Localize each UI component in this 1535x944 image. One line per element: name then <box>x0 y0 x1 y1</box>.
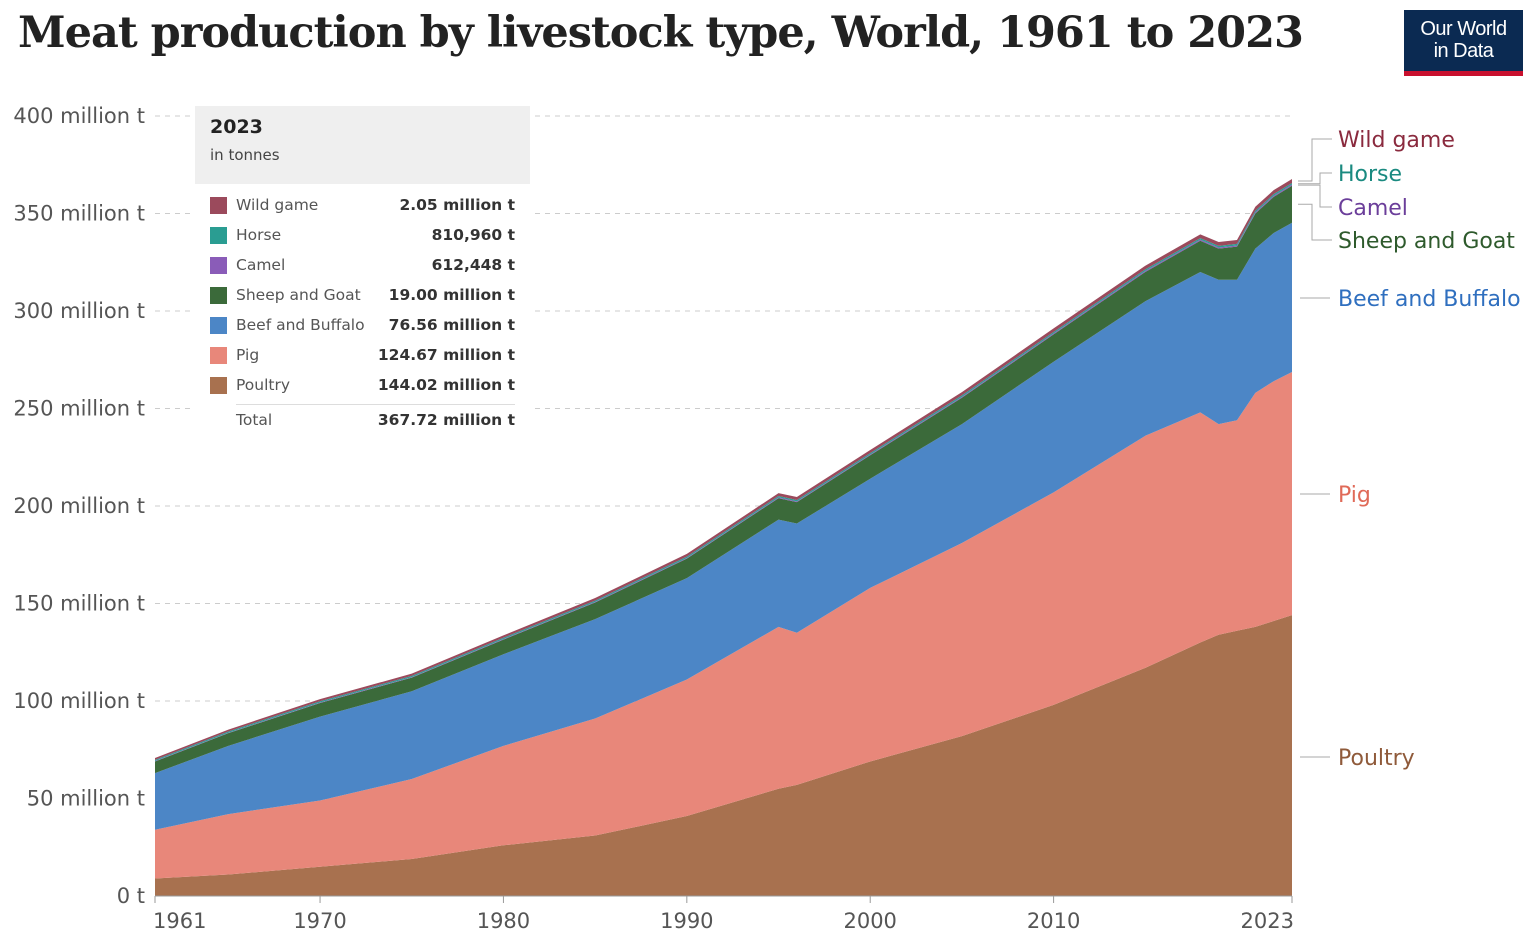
logo-line-2: in Data <box>1433 40 1494 62</box>
tooltip-row: Pig 124.67 million t <box>195 340 530 370</box>
tooltip-row: Horse 810,960 t <box>195 220 530 250</box>
series-label: Sheep and Goat <box>1338 229 1515 254</box>
series-label: Beef and Buffalo <box>1338 287 1521 312</box>
x-tick-label: 1990 <box>660 909 713 933</box>
label-connector <box>1298 172 1332 185</box>
tooltip-row: Sheep and Goat 19.00 million t <box>195 280 530 310</box>
x-tick-label: 2023 <box>1241 909 1294 933</box>
x-tick-label: 2010 <box>1027 909 1080 933</box>
y-tick-label: 300 million t <box>13 299 145 323</box>
tooltip-row: Poultry 144.02 million t <box>195 370 530 400</box>
tooltip-row-value: 810,960 t <box>431 226 515 244</box>
logo-line-1: Our World <box>1420 18 1507 40</box>
tooltip-row-name: Camel <box>236 256 286 274</box>
legend-swatch <box>210 226 227 244</box>
legend-swatch <box>210 286 227 304</box>
tooltip-row-value: 612,448 t <box>431 256 515 274</box>
tooltip-row: Wild game 2.05 million t <box>195 190 530 220</box>
legend-swatch <box>210 376 227 394</box>
y-tick-label: 150 million t <box>13 592 145 616</box>
y-tick-label: 100 million t <box>13 689 145 713</box>
legend-swatch <box>210 316 227 334</box>
y-tick-label: 50 million t <box>27 787 145 811</box>
series-label: Wild game <box>1338 128 1455 153</box>
label-connector <box>1298 184 1332 208</box>
tooltip-row-value: 124.67 million t <box>377 346 515 364</box>
y-tick-label: 350 million t <box>13 202 145 226</box>
tooltip-total-value: 367.72 million t <box>377 411 515 429</box>
chart-title: Meat production by livestock type, World… <box>18 8 1304 58</box>
legend-swatch <box>210 346 227 364</box>
y-tick-label: 200 million t <box>13 494 145 518</box>
tooltip-row-name: Horse <box>236 226 282 244</box>
tooltip-row-value: 144.02 million t <box>377 376 515 394</box>
series-label: Poultry <box>1338 746 1415 771</box>
tooltip-row-value: 76.56 million t <box>388 316 515 334</box>
legend-swatch <box>210 196 227 214</box>
tooltip-unit: in tonnes <box>210 146 280 164</box>
tooltip-row-name: Pig <box>236 346 260 364</box>
tooltip: 2023 in tonnes Wild game 2.05 million t Ho… <box>195 106 530 435</box>
areas <box>155 178 1292 896</box>
tooltip-row: Beef and Buffalo 76.56 million t <box>195 310 530 340</box>
tooltip-row-name: Poultry <box>236 376 291 394</box>
x-tick-label: 1980 <box>477 909 530 933</box>
area-beef-and-buffalo <box>155 222 1292 830</box>
x-tick-label: 2000 <box>843 909 896 933</box>
x-tick-label: 1961 <box>153 909 206 933</box>
tooltip-row-name: Beef and Buffalo <box>236 316 365 334</box>
area-poultry <box>155 615 1292 896</box>
label-connector <box>1298 138 1332 182</box>
tooltip-total: Total 367.72 million t <box>236 404 515 435</box>
area-pig <box>155 372 1292 879</box>
legend-swatch <box>210 256 227 274</box>
y-tick-label: 250 million t <box>13 397 145 421</box>
tooltip-total-label: Total <box>236 411 273 429</box>
label-connector <box>1298 203 1332 241</box>
tooltip-row-name: Sheep and Goat <box>236 286 361 304</box>
y-tick-label: 0 t <box>117 884 145 908</box>
tooltip-row-name: Wild game <box>236 196 319 214</box>
tooltip-row: Camel 612,448 t <box>195 250 530 280</box>
y-tick-label: 400 million t <box>13 104 145 128</box>
x-tick-label: 1970 <box>293 909 346 933</box>
tooltip-year: 2023 <box>210 116 263 138</box>
tooltip-row-value: 2.05 million t <box>399 196 515 214</box>
series-label: Horse <box>1338 162 1402 187</box>
tooltip-row-value: 19.00 million t <box>388 286 515 304</box>
series-label: Pig <box>1338 483 1371 508</box>
owid-logo[interactable]: Our World in Data <box>1404 10 1523 76</box>
series-label: Camel <box>1338 196 1408 221</box>
